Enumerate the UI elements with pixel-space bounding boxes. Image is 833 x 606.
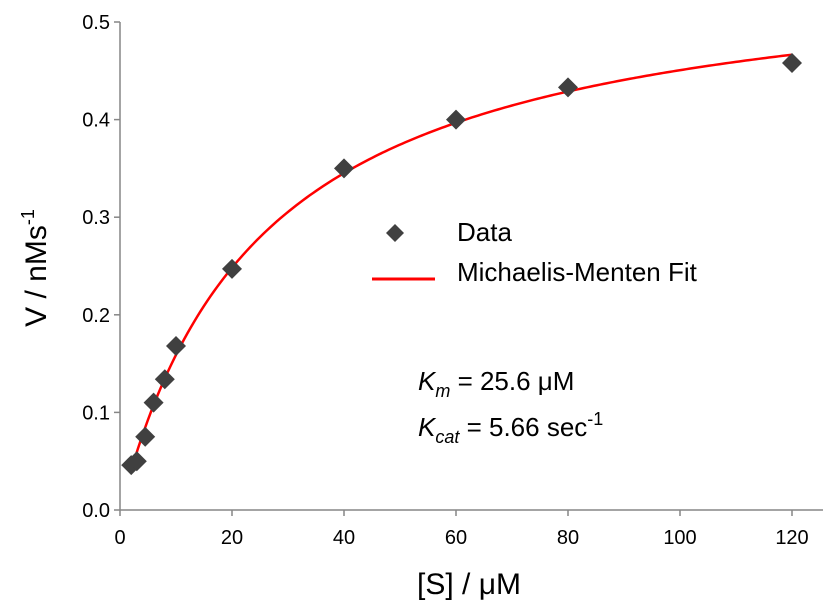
x-tick-label: 20 [221,527,243,549]
x-tick-label: 0 [114,527,125,549]
legend: Data Michaelis-Menten Fit [372,217,698,287]
y-axis-label-main: V / nMs [20,225,53,327]
annotation-km: Km = 25.6 μM [418,366,574,401]
legend-marker-data [386,224,404,242]
data-point [135,426,156,447]
legend-label-fit: Michaelis-Menten Fit [457,257,698,287]
y-tick-label: 0.1 [82,402,110,424]
data-point [782,52,802,73]
x-axis-label: [S] / μM [417,568,521,601]
x-tick-label: 60 [445,527,467,549]
x-tick-label: 120 [775,527,808,549]
y-tick-label: 0.2 [82,305,110,327]
data-point [334,158,354,179]
annotation-kcat: Kcat = 5.66 sec-1 [418,409,603,447]
data-point [143,392,164,413]
plot-area [121,52,802,476]
y-tick-label: 0.0 [82,500,110,522]
annotation-kcat-text: = 5.66 sec [459,412,587,442]
data-point [446,109,466,130]
data-point [154,369,175,390]
data-point [126,451,147,472]
annotation-kcat-sup: -1 [587,409,603,429]
y-tick-label: 0.3 [82,207,110,229]
annotation-kcat-sub: cat [435,427,460,447]
annotation-kcat-symbol: K [418,412,437,442]
data-point [558,77,578,98]
y-ticks: 0.0 0.1 0.2 0.3 0.4 0.5 [82,12,120,522]
x-ticks: 0 20 40 60 80 100 120 [114,510,809,549]
x-tick-label: 100 [663,527,696,549]
legend-label-data: Data [457,217,512,247]
y-tick-label: 0.5 [82,12,110,34]
data-point [222,258,242,279]
x-tick-label: 80 [557,527,579,549]
annotation-km-sub: m [435,381,450,401]
annotation-km-symbol: K [418,366,437,396]
y-tick-label: 0.4 [82,110,110,132]
y-axis-label: V / nMs-1 [18,209,53,327]
axes [119,22,823,511]
data-point [166,336,186,357]
x-tick-label: 40 [333,527,355,549]
annotations: Km = 25.6 μM Kcat = 5.66 sec-1 [418,366,603,447]
y-axis-label-sup: -1 [18,209,38,225]
annotation-km-text: = 25.6 μM [450,366,574,396]
